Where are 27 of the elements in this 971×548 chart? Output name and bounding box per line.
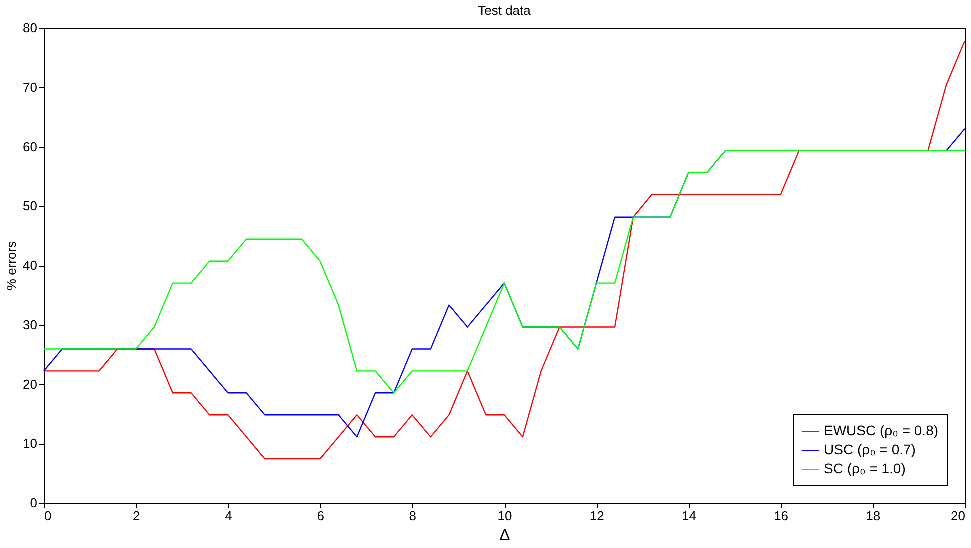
y-axis-title: % errors [4,240,20,291]
x-tick-label: 16 [774,508,789,524]
y-tick-label: 20 [23,376,38,392]
y-tick-label: 40 [23,258,38,273]
y-tick-label: 10 [23,436,38,452]
y-tick-label: 70 [23,80,38,95]
x-tick-label: 20 [951,508,966,524]
y-tick-label: 80 [23,20,38,36]
legend-label: SC (ρ₀ = 1.0) [824,460,906,476]
x-tick-label: 8 [409,508,417,524]
chart-title: Test data [478,3,532,18]
legend-label: USC (ρ₀ = 0.7) [824,442,916,458]
x-tick-label: 14 [682,508,696,524]
x-tick-label: 6 [317,508,324,524]
x-axis-title: Δ [500,528,511,544]
x-tick-label: 2 [132,508,140,524]
x-tick-label: 10 [498,508,512,524]
line-series [43,150,966,394]
y-tick-label: 60 [23,139,38,154]
legend-label: EWUSC (ρ₀ = 0.8) [824,422,939,438]
x-tick-label: 4 [225,508,232,524]
y-tick-label: 0 [30,496,38,510]
x-tick-label: 0 [44,508,52,524]
y-tick-label: 50 [23,198,38,214]
x-tick-label: 12 [590,508,604,524]
y-tick-label: 30 [23,317,38,332]
x-tick-label: 18 [866,508,881,524]
